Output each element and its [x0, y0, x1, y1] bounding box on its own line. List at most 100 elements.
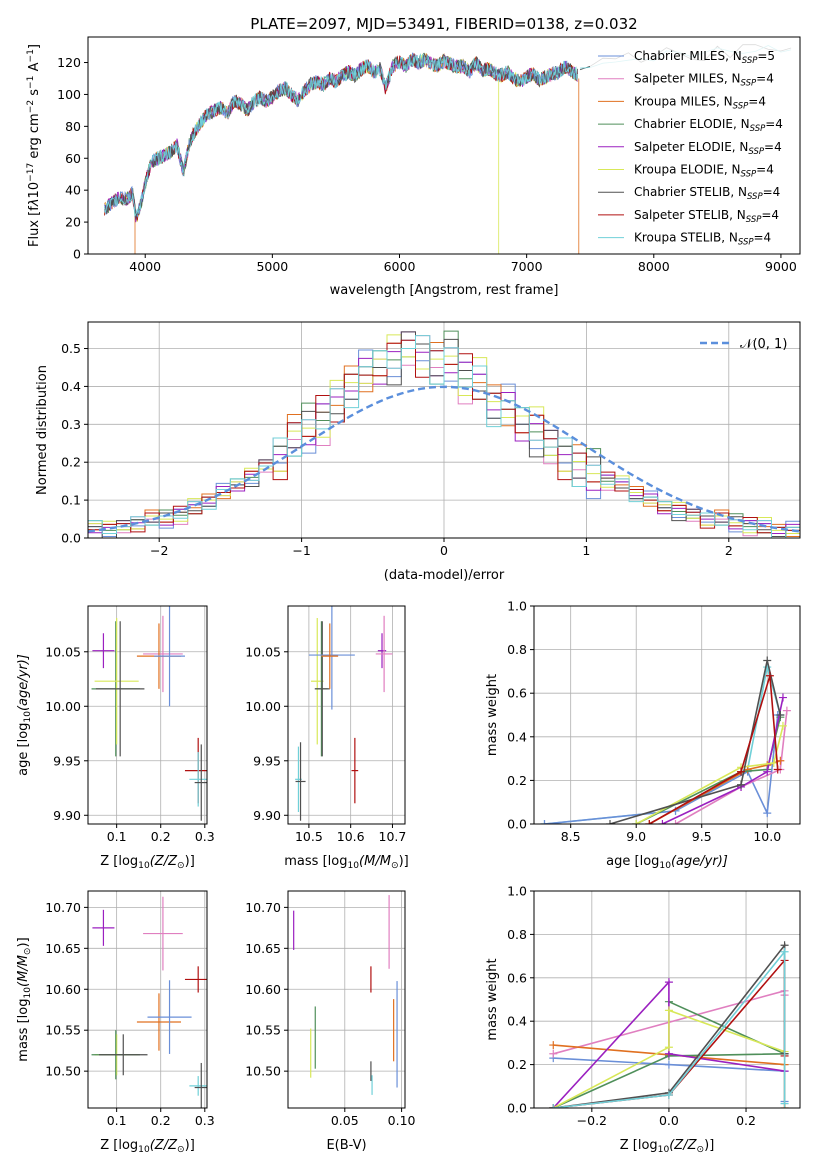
- data-point-kroupa-stelib: [189, 752, 207, 807]
- x-tick-label: 2: [725, 543, 733, 558]
- data-point-chabrier-miles: [147, 980, 192, 1054]
- y-tick-label: 10.05: [45, 644, 81, 659]
- y-axis-label-part: (M/M: [16, 955, 31, 987]
- y-axis-label-part: −2: [26, 100, 36, 113]
- legend-entry: Kroupa MILES, NSSP=4: [634, 94, 766, 111]
- weight-marker: [664, 1060, 673, 1069]
- weight-marker: [606, 820, 614, 824]
- y-tick-label: 10.55: [245, 1023, 281, 1038]
- y-tick-label: 10.60: [45, 982, 81, 997]
- y-tick-label: 9.95: [53, 753, 81, 768]
- y-axis-label-part: A: [27, 62, 42, 75]
- legend-suffix: =4: [761, 208, 779, 222]
- y-tick-label: 0.1: [61, 493, 81, 508]
- data-point-salpeter-elodie: [92, 909, 115, 946]
- y-tick-label: 0.3: [61, 417, 81, 432]
- y-axis-label-part: −1: [26, 49, 36, 62]
- y-axis-label-part: s: [27, 89, 42, 100]
- y-tick-label: 9.90: [253, 808, 281, 823]
- weight-marker: [780, 947, 789, 956]
- x-tick-label: 5000: [256, 259, 288, 274]
- legend-entry: Salpeter ELODIE, NSSP=4: [634, 140, 782, 157]
- data-point-salpeter-miles: [375, 615, 393, 693]
- y-axis-label-part: 10: [23, 711, 33, 723]
- legend-sub: SSP: [742, 56, 758, 66]
- y-axis-label: Flux [fλ10−17 erg cm−2 s−1 A−1]: [26, 44, 42, 247]
- y-axis-label-part: λ: [27, 198, 42, 207]
- y-tick-label: 0.2: [507, 1057, 527, 1072]
- plot-residuals: −2 −1 0 1 2 0.0 0.1 0.2 0.3 0.4 0.5 (data-model)/er…: [35, 321, 801, 583]
- legend: 𝒩(0, 1): [700, 337, 787, 352]
- x-axis-label-part: 10: [138, 1145, 150, 1155]
- x-axis-label: mass [log10(M/M⊙)]: [284, 854, 408, 871]
- weight-marker: [549, 1104, 558, 1108]
- x-axis-label-part: )]: [704, 1138, 714, 1153]
- weight-line-kroupa-elodie: [552, 1009, 785, 1108]
- x-tick-label: 0: [440, 543, 448, 558]
- y-tick-label: 20: [65, 215, 81, 230]
- x-tick-label: 0.3: [195, 829, 215, 844]
- x-tick-label: 7000: [511, 259, 543, 274]
- x-tick-label: 9.0: [626, 829, 646, 844]
- axes-frame: [87, 36, 801, 255]
- plot-area: [540, 656, 791, 824]
- y-tick-label: 120: [57, 55, 81, 70]
- y-tick-label: 0.2: [507, 773, 527, 788]
- weight-marker: [549, 1049, 558, 1058]
- legend-label: Kroupa STELIB, N: [634, 231, 738, 245]
- legend-suffix: =4: [765, 117, 783, 131]
- y-tick-label: 10.50: [45, 1064, 81, 1079]
- x-tick-label: 0.2: [151, 1113, 171, 1128]
- x-axis-label-part: (Z/Z: [150, 854, 178, 869]
- y-axis-label-part: age [log: [16, 723, 31, 776]
- legend-background: [590, 43, 797, 250]
- x-axis-label-part: 10: [138, 861, 150, 871]
- y-tick-label: 0.0: [61, 531, 81, 546]
- y-axis-label: age [log10(age/yr)]: [16, 654, 33, 776]
- x-tick-label: 9.5: [692, 829, 712, 844]
- data-point-salpeter-stelib: [184, 966, 207, 993]
- legend-sub: SSP: [747, 192, 763, 202]
- legend-suffix: =4: [756, 72, 774, 86]
- x-tick-label: 10.6: [337, 829, 365, 844]
- weight-line-salpeter-elodie: [662, 697, 784, 824]
- x-axis-label-part: (Z/Z: [669, 1138, 697, 1153]
- axes-frame: [287, 605, 406, 825]
- weight-marker: [632, 820, 641, 824]
- data-point-chabrier-stelib: [295, 742, 306, 821]
- x-axis-label-part: )]: [399, 854, 409, 869]
- chart-title: PLATE=2097, MJD=53491, FIBERID=0138, z=0…: [250, 15, 637, 33]
- y-tick-label: 10.00: [245, 699, 281, 714]
- y-axis-label: mass weight: [485, 958, 500, 1040]
- y-tick-label: 10.60: [245, 982, 281, 997]
- y-tick-label: 10.65: [245, 941, 281, 956]
- legend-sub: SSP: [741, 170, 757, 180]
- y-axis-label-part: −1: [26, 76, 36, 89]
- y-tick-label: 0.6: [507, 686, 527, 701]
- y-tick-label: 10.05: [245, 644, 281, 659]
- x-tick-label: 0.1: [107, 829, 127, 844]
- weight-marker: [776, 711, 785, 719]
- x-tick-label: 6000: [384, 259, 416, 274]
- legend-sub: SSP: [750, 124, 766, 134]
- y-tick-label: 0: [73, 247, 81, 262]
- legend-label: Salpeter STELIB, N: [634, 208, 746, 222]
- y-axis-label-part: 10: [27, 182, 42, 199]
- legend-entry: Chabrier MILES, NSSP=5: [634, 49, 775, 66]
- data-point-kroupa-miles: [321, 623, 339, 689]
- legend-sub: SSP: [738, 238, 754, 248]
- y-tick-label: 0.2: [61, 455, 81, 470]
- weight-line-chabrier-stelib: [609, 660, 782, 824]
- data-point-kroupa-miles: [136, 993, 181, 1051]
- weight-marker: [645, 820, 654, 824]
- legend-suffix: =4: [764, 140, 782, 154]
- y-tick-label: 10.70: [45, 900, 81, 915]
- legend-label: 𝒩(0, 1): [740, 337, 787, 352]
- x-axis-label-part: mass [log: [284, 854, 347, 869]
- x-tick-label: 0.2: [736, 1113, 756, 1128]
- x-axis-label-part: (age/yr)]: [671, 854, 728, 869]
- x-axis-label-part: ⊙: [177, 1145, 185, 1155]
- plot-area: [549, 941, 789, 1108]
